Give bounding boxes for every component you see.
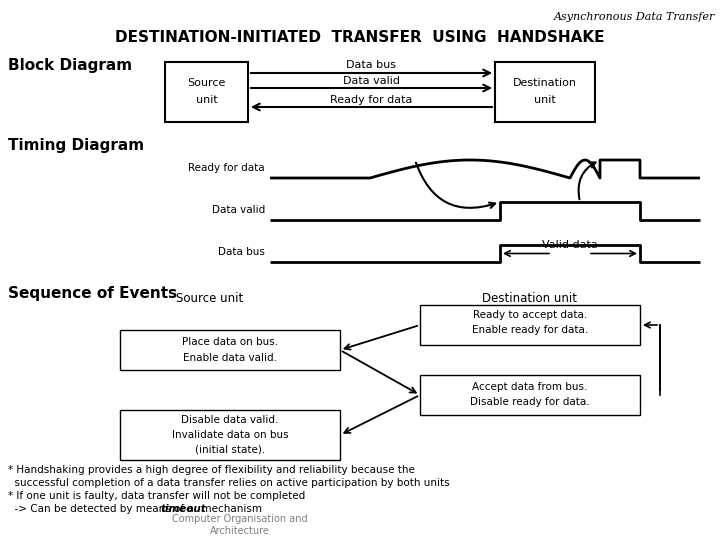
Text: Disable ready for data.: Disable ready for data. <box>470 397 590 407</box>
Text: Data bus: Data bus <box>218 247 265 257</box>
Text: Asynchronous Data Transfer: Asynchronous Data Transfer <box>554 12 715 22</box>
Text: Ready for data: Ready for data <box>189 163 265 173</box>
Text: Data bus: Data bus <box>346 60 397 70</box>
Text: Data valid: Data valid <box>343 76 400 86</box>
Text: Source: Source <box>187 78 225 88</box>
Text: Ready for data: Ready for data <box>330 95 413 105</box>
Text: unit: unit <box>534 95 556 105</box>
Text: Ready to accept data.: Ready to accept data. <box>473 310 587 320</box>
Bar <box>165 62 248 122</box>
Bar <box>120 330 340 370</box>
Text: DESTINATION-INITIATED  TRANSFER  USING  HANDSHAKE: DESTINATION-INITIATED TRANSFER USING HAN… <box>115 30 605 45</box>
Text: Valid data: Valid data <box>542 240 598 251</box>
Text: Computer Organisation and: Computer Organisation and <box>172 514 308 524</box>
Text: unit: unit <box>196 95 217 105</box>
Text: Disable data valid.: Disable data valid. <box>181 415 279 425</box>
Text: Enable data valid.: Enable data valid. <box>183 353 277 363</box>
Text: successful completion of a data transfer relies on active participation by both : successful completion of a data transfer… <box>8 478 449 488</box>
Text: * Handshaking provides a high degree of flexibility and reliability because the: * Handshaking provides a high degree of … <box>8 465 415 475</box>
Text: -> Can be detected by means of a: -> Can be detected by means of a <box>8 504 197 514</box>
Text: Data valid: Data valid <box>212 205 265 215</box>
Text: Destination unit: Destination unit <box>482 292 577 305</box>
Text: Timing Diagram: Timing Diagram <box>8 138 144 153</box>
Text: timeout: timeout <box>161 504 206 514</box>
Text: Sequence of Events: Sequence of Events <box>8 286 177 301</box>
Text: Block Diagram: Block Diagram <box>8 58 132 73</box>
Text: mechanism: mechanism <box>195 504 262 514</box>
Bar <box>120 410 340 460</box>
Text: Architecture: Architecture <box>210 526 270 536</box>
Text: Accept data from bus.: Accept data from bus. <box>472 382 588 392</box>
Text: Place data on bus.: Place data on bus. <box>182 337 278 347</box>
Bar <box>420 305 640 345</box>
Text: Invalidate data on bus: Invalidate data on bus <box>171 430 288 440</box>
Text: Destination: Destination <box>513 78 577 88</box>
Text: Source unit: Source unit <box>176 292 243 305</box>
Text: * If one unit is faulty, data transfer will not be completed: * If one unit is faulty, data transfer w… <box>8 491 305 501</box>
Bar <box>420 375 640 415</box>
Text: Enable ready for data.: Enable ready for data. <box>472 325 588 335</box>
Bar <box>495 62 595 122</box>
Text: (initial state).: (initial state). <box>195 445 265 455</box>
